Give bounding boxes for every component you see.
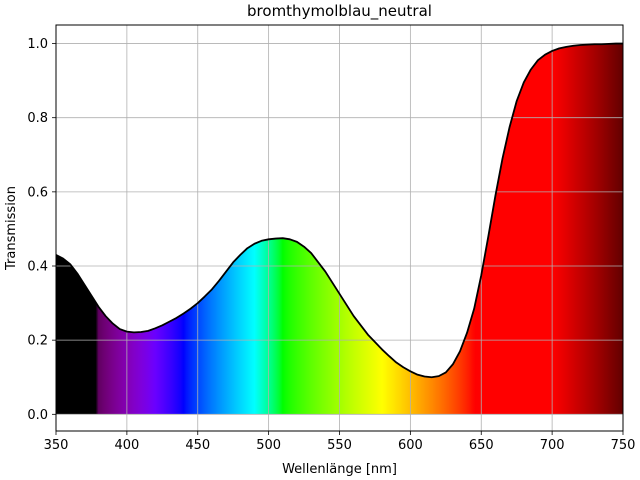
transmission-line <box>56 42 623 379</box>
x-tick-label: 550 <box>327 438 352 453</box>
y-tick-label: 0.0 <box>27 408 48 423</box>
x-axis-title: Wellenlänge [nm] <box>282 462 397 477</box>
y-axis-title: Transmission <box>4 186 19 271</box>
x-tick-label: 650 <box>469 438 494 453</box>
x-tick-label: 700 <box>540 438 565 453</box>
series-line-layer <box>56 42 623 379</box>
y-tick-label: 0.6 <box>27 185 48 200</box>
x-tick-label: 500 <box>256 438 281 453</box>
x-tick-label: 350 <box>44 438 69 453</box>
y-tick-label: 0.2 <box>27 334 48 349</box>
x-tick-label: 600 <box>398 438 423 453</box>
y-tick-label: 0.4 <box>27 260 48 275</box>
x-tick-label: 450 <box>185 438 210 453</box>
x-axis-ticks: 350 400 450 500 550 600 650 700 750 <box>44 431 636 453</box>
x-tick-label: 750 <box>611 438 636 453</box>
y-axis-ticks: 0.0 0.2 0.4 0.6 0.8 1.0 <box>27 37 56 423</box>
y-tick-label: 0.8 <box>27 111 48 126</box>
x-tick-label: 400 <box>114 438 139 453</box>
y-tick-label: 1.0 <box>27 37 48 52</box>
chart-title: bromthymolblau_neutral <box>247 2 432 21</box>
